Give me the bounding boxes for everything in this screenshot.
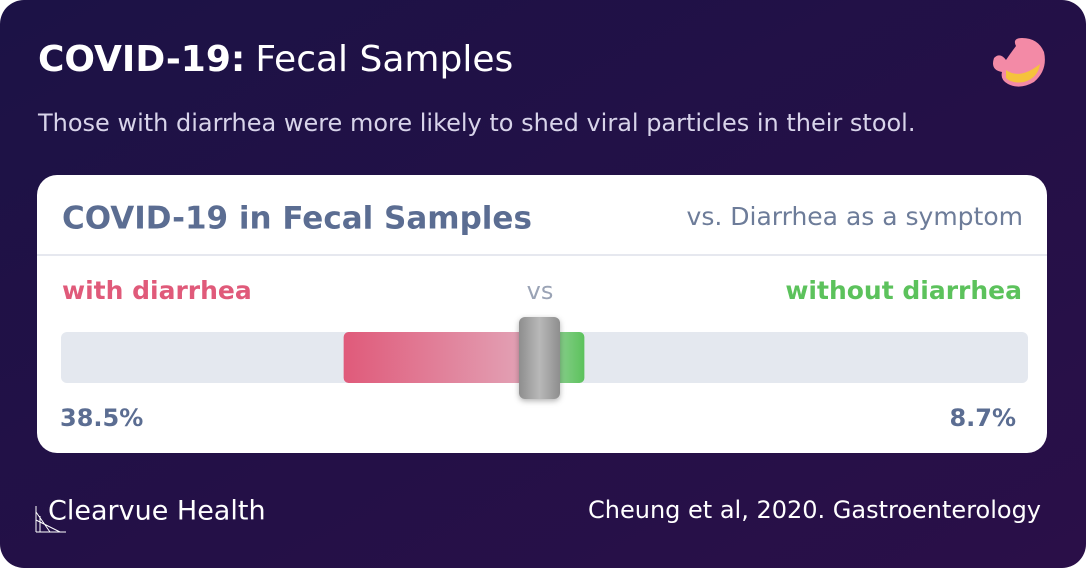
header-title: COVID-19: Fecal Samples [38,39,513,80]
divider-knob [519,317,560,399]
legend-label: without diarrhea [785,276,1022,305]
brand-logo [35,506,66,533]
value-label: 8.7% [949,404,1016,432]
card [37,175,1047,453]
bar [343,332,540,383]
legend-label: with diarrhea [62,276,252,305]
card-title: COVID-19 in Fecal Samples [62,201,532,237]
stomach-icon [993,38,1045,87]
card-subtitle: vs. Diarrhea as a symptom [687,202,1023,231]
value-label: 38.5% [60,404,143,432]
source: Cheung et al, 2020. Gastroenterology [588,496,1041,524]
header-subtitle: Those with diarrhea were more likely to … [37,109,915,137]
vs-label: vs [527,277,554,305]
title-bold: COVID-19: [38,39,245,80]
brand: Clearvue Health [48,496,266,527]
title-rest: Fecal Samples [255,39,513,80]
